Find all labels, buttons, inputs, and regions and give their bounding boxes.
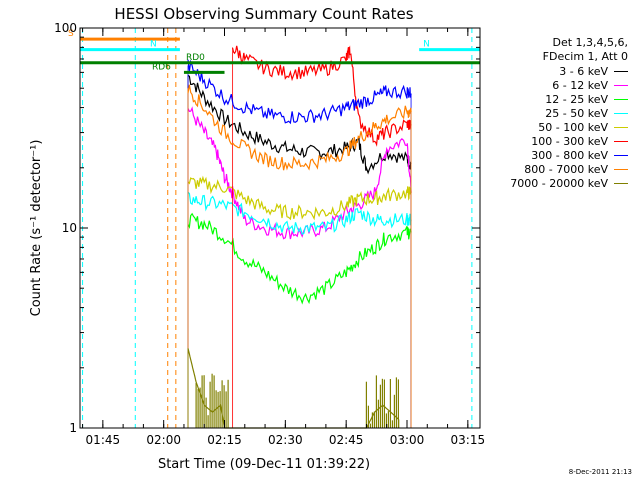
legend-entry-label: 12 - 25 keV	[545, 92, 608, 106]
legend-entry: 300 - 800 keV	[478, 148, 638, 162]
legend-entry-label: 3 - 6 keV	[559, 64, 608, 78]
legend-entry: 50 - 100 keV	[478, 120, 638, 134]
legend-header-detectors: Det 1,3,4,5,6,	[552, 36, 628, 49]
legend-entry-label: 100 - 300 keV	[531, 134, 608, 148]
x-tick-label-6: 03:15	[451, 433, 486, 447]
legend-swatch	[614, 70, 628, 72]
legend-swatch	[614, 112, 628, 114]
legend-entry-label: 800 - 7000 keV	[524, 162, 608, 176]
legend-header-decimation: FDecim 1, Att 0	[542, 50, 628, 63]
y-tick-label-2: 100	[54, 21, 77, 35]
legend-swatch	[614, 84, 628, 86]
series-line-5	[232, 45, 412, 147]
legend-entry-label: 6 - 12 keV	[552, 78, 608, 92]
legend-swatch	[614, 168, 628, 170]
y-tick-label-0: 1	[69, 421, 77, 435]
chart-title: HESSI Observing Summary Count Rates	[114, 5, 413, 23]
series-line-2	[187, 212, 412, 305]
legend-swatch	[614, 182, 628, 184]
legend-entry: 7000 - 20000 keV	[478, 176, 638, 190]
legend: Det 1,3,4,5,6, FDecim 1, Att 0 3 - 6 keV…	[478, 36, 638, 190]
legend-entry-label: 7000 - 20000 keV	[510, 176, 608, 190]
y-tick-label-1: 10	[62, 221, 77, 235]
x-tick-label-5: 03:00	[390, 433, 425, 447]
legend-swatch	[614, 98, 628, 100]
flag-label-2: N	[423, 40, 430, 50]
x-tick-label-2: 02:15	[207, 433, 242, 447]
legend-entry-label: 300 - 800 keV	[531, 148, 608, 162]
x-axis-label: Start Time (09-Dec-11 01:39:22)	[158, 457, 370, 472]
legend-entry: 800 - 7000 keV	[478, 162, 638, 176]
flag-label-0: S	[68, 29, 74, 39]
flag-label-5: RD6	[152, 62, 171, 72]
y-axis-label: Count Rate (s⁻¹ detector⁻¹)	[29, 140, 44, 317]
legend-swatch	[614, 126, 628, 128]
legend-entry-label: 50 - 100 keV	[538, 120, 608, 134]
timestamp-stamp: 8-Dec-2011 21:13	[568, 468, 632, 476]
legend-entry: 100 - 300 keV	[478, 134, 638, 148]
legend-entries: 3 - 6 keV 6 - 12 keV 12 - 25 keV 25 - 50 ke…	[478, 64, 638, 190]
x-tick-label-0: 01:45	[86, 433, 121, 447]
x-tick-label-4: 02:45	[329, 433, 364, 447]
legend-entry: 3 - 6 keV	[478, 64, 638, 78]
legend-entry: 25 - 50 keV	[478, 106, 638, 120]
series-line-7	[187, 84, 412, 171]
x-tick-label-3: 02:30	[268, 433, 303, 447]
x-tick-label-1: 02:00	[146, 433, 181, 447]
plot-area: SNNRD0RD0RD611010001:4502:0002:1502:3002…	[54, 21, 486, 447]
series-line-1	[187, 106, 412, 240]
series-line-6	[187, 59, 412, 125]
legend-entry: 12 - 25 keV	[478, 92, 638, 106]
legend-entry-label: 25 - 50 keV	[545, 106, 608, 120]
series-line-0	[187, 74, 412, 175]
legend-swatch	[614, 140, 628, 142]
series-line-4	[187, 175, 412, 221]
flag-label-3: RD0	[186, 53, 205, 63]
series-line-3	[187, 191, 412, 235]
plot-frame	[79, 27, 481, 429]
flag-label-1: N	[150, 40, 157, 50]
legend-swatch	[614, 154, 628, 156]
legend-entry: 6 - 12 keV	[478, 78, 638, 92]
